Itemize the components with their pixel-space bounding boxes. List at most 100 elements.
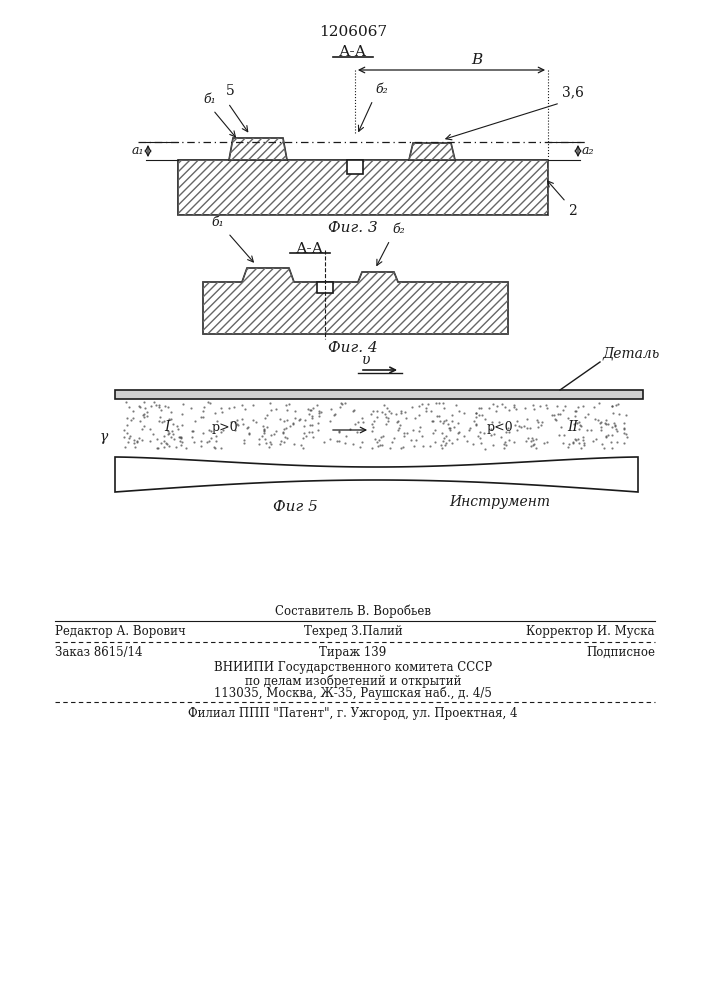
- Text: Тираж 139: Тираж 139: [320, 646, 387, 659]
- Point: [298, 425, 310, 441]
- Point: [278, 434, 289, 450]
- Point: [145, 421, 156, 437]
- Point: [165, 429, 177, 445]
- Point: [479, 411, 491, 427]
- Point: [468, 436, 479, 452]
- Point: [490, 403, 501, 419]
- Text: а₁: а₁: [132, 144, 144, 157]
- Point: [611, 423, 622, 439]
- Point: [209, 405, 221, 421]
- Point: [527, 430, 538, 446]
- Text: 113035, Москва, Ж-35, Раушская наб., д. 4/5: 113035, Москва, Ж-35, Раушская наб., д. …: [214, 687, 492, 700]
- Point: [302, 401, 313, 417]
- Point: [399, 404, 411, 420]
- Point: [341, 428, 352, 444]
- Point: [439, 437, 450, 453]
- Point: [132, 433, 143, 449]
- Point: [215, 400, 226, 416]
- Point: [289, 403, 300, 419]
- Point: [602, 427, 613, 443]
- Point: [540, 397, 551, 413]
- Point: [577, 429, 588, 445]
- Point: [120, 394, 132, 410]
- Point: [347, 436, 358, 452]
- Point: [521, 420, 532, 436]
- Point: [474, 407, 485, 423]
- Point: [306, 410, 317, 426]
- Point: [436, 437, 447, 453]
- Point: [288, 415, 299, 431]
- Point: [487, 437, 498, 453]
- Point: [348, 403, 359, 419]
- Point: [575, 418, 586, 434]
- Point: [243, 425, 255, 441]
- Polygon shape: [178, 160, 548, 215]
- Point: [587, 433, 598, 449]
- Point: [141, 408, 153, 424]
- Point: [612, 396, 624, 412]
- Point: [551, 398, 563, 414]
- Text: I: I: [164, 420, 170, 434]
- Point: [216, 404, 228, 420]
- Point: [284, 418, 296, 434]
- Point: [208, 439, 219, 455]
- Point: [385, 405, 397, 421]
- Text: б₂: б₂: [375, 83, 387, 96]
- Text: р<0: р<0: [486, 420, 513, 434]
- Point: [527, 432, 539, 448]
- Point: [445, 420, 456, 436]
- Point: [187, 423, 199, 439]
- Point: [211, 433, 222, 449]
- Point: [573, 435, 585, 451]
- Text: б₁: б₁: [211, 216, 224, 229]
- Point: [294, 411, 305, 427]
- Point: [259, 421, 270, 437]
- Point: [128, 435, 139, 451]
- Point: [306, 408, 317, 424]
- Point: [204, 395, 216, 411]
- Text: 2: 2: [568, 204, 577, 218]
- Point: [333, 424, 344, 440]
- Point: [158, 433, 170, 449]
- Point: [556, 419, 567, 435]
- Point: [177, 396, 189, 412]
- Point: [409, 438, 420, 454]
- Point: [553, 427, 564, 443]
- Point: [372, 409, 383, 425]
- Point: [300, 428, 312, 444]
- Point: [188, 434, 199, 450]
- Point: [357, 410, 368, 426]
- Point: [589, 399, 600, 415]
- Point: [158, 413, 169, 429]
- Point: [313, 405, 325, 421]
- Point: [595, 414, 606, 430]
- Point: [279, 421, 290, 437]
- Point: [451, 431, 462, 447]
- Point: [223, 400, 235, 416]
- Point: [296, 437, 307, 453]
- Point: [198, 425, 209, 441]
- Point: [602, 416, 614, 432]
- Point: [436, 425, 448, 441]
- Point: [447, 407, 458, 423]
- Point: [159, 398, 170, 414]
- Point: [612, 434, 623, 450]
- Point: [131, 434, 142, 450]
- Point: [382, 400, 393, 416]
- Point: [144, 433, 156, 449]
- Point: [509, 434, 520, 450]
- Point: [277, 425, 288, 441]
- Point: [476, 400, 487, 416]
- Point: [303, 424, 314, 440]
- Text: а₂: а₂: [582, 144, 595, 157]
- Point: [392, 422, 404, 438]
- Point: [175, 429, 186, 445]
- Point: [289, 410, 300, 426]
- Point: [503, 432, 515, 448]
- Point: [427, 425, 438, 441]
- Text: γ: γ: [100, 430, 108, 444]
- Point: [201, 434, 213, 450]
- Point: [195, 438, 206, 454]
- Point: [522, 430, 534, 446]
- Point: [512, 413, 523, 429]
